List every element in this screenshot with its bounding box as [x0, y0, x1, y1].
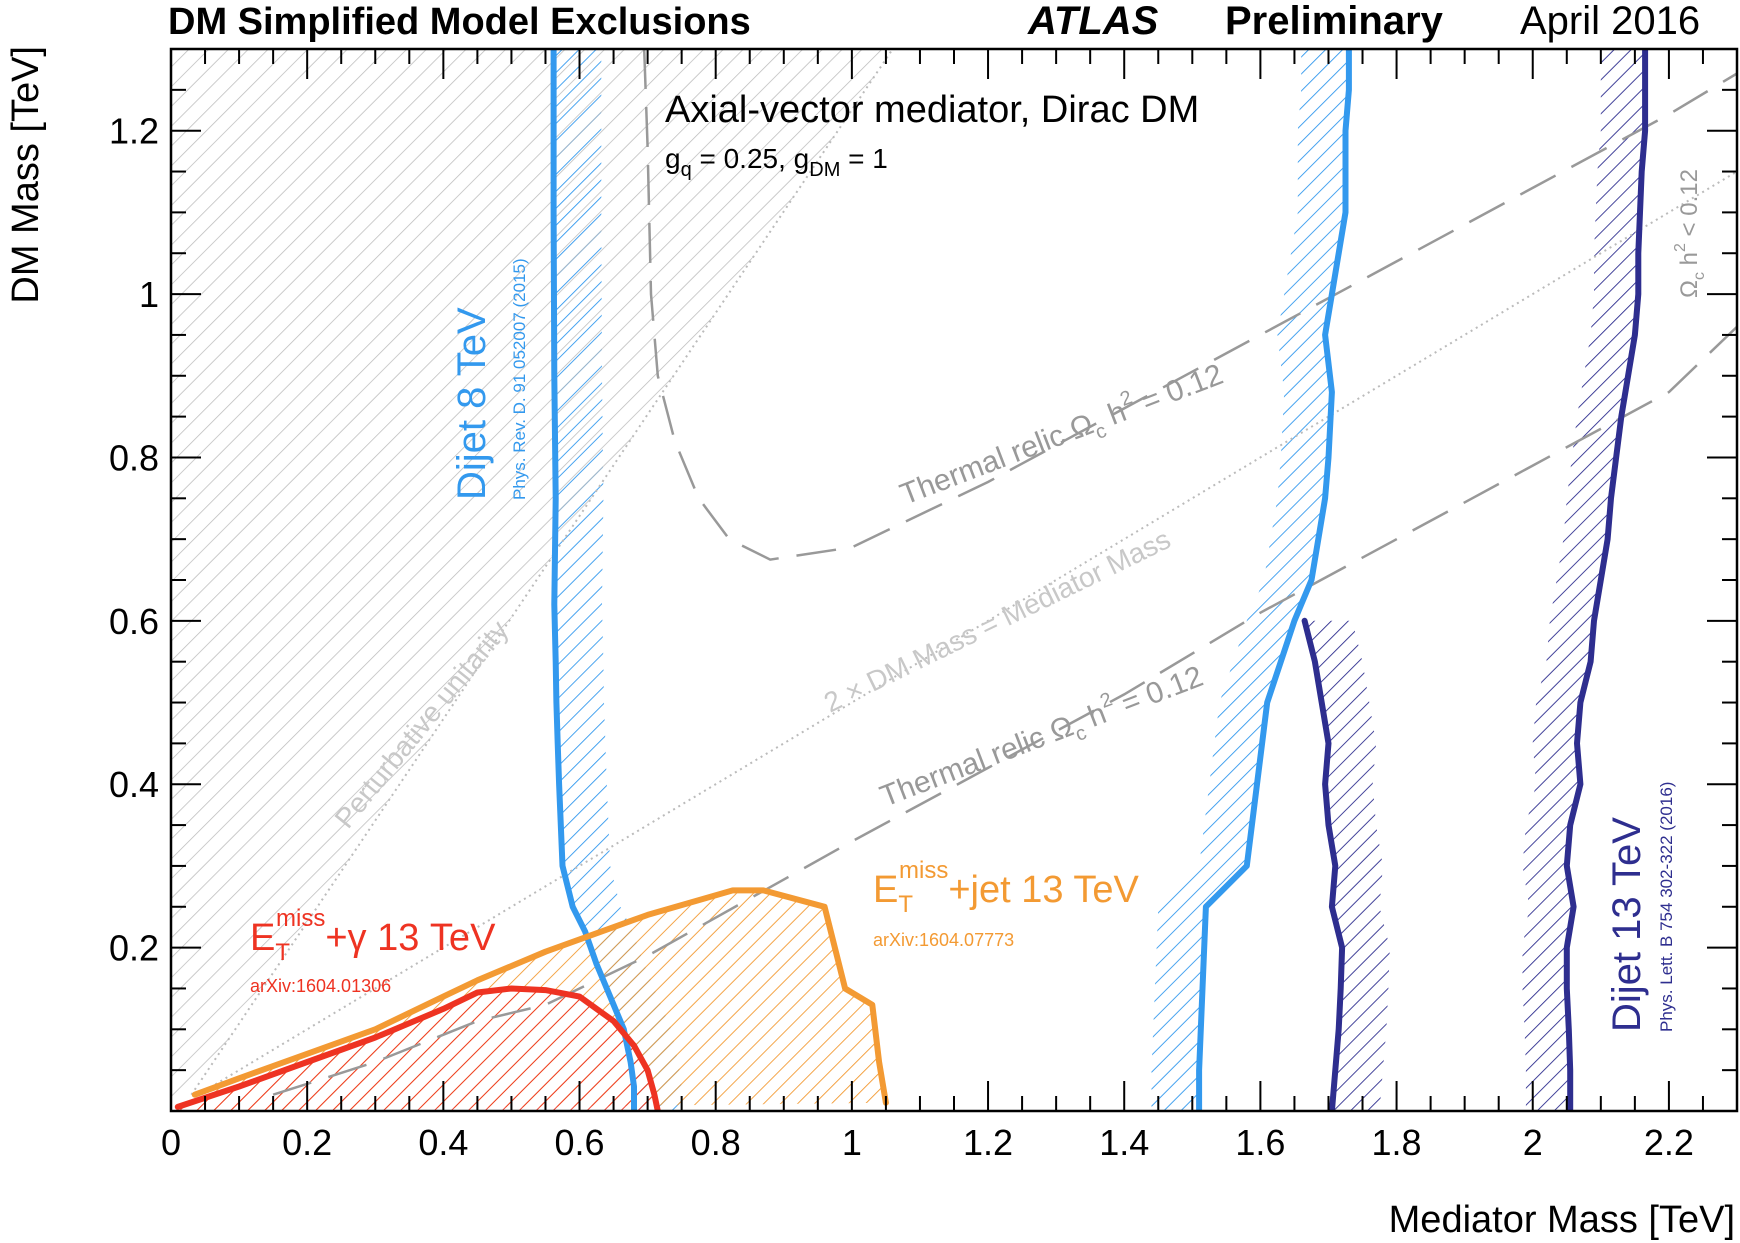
met-jet-reference: arXiv:1604.07773 [873, 930, 1014, 950]
met-gamma-label-e: E [250, 917, 275, 959]
met-gamma-exclusion-hatch [177, 988, 658, 1111]
couplings-text: gq = 0.25, gDM = 1 [665, 143, 888, 181]
dijet13-reference: Phys. Lett. B 754 302-322 (2016) [1657, 782, 1676, 1032]
x-tick-label: 1.8 [1372, 1122, 1422, 1163]
x-tick-label: 2.2 [1644, 1122, 1694, 1163]
reference-line-2 [642, 49, 1737, 561]
x-axis-title: Mediator Mass [TeV] [1389, 1199, 1735, 1241]
reference-line-3 [272, 325, 1737, 1096]
thermal-relic-lower-label-value: = 0.12 [1109, 660, 1207, 724]
met-jet-label-e: E [873, 869, 898, 911]
x-tick-label: 0.4 [418, 1122, 468, 1163]
met-jet-curve [191, 887, 889, 1106]
x-tick-label: 0 [161, 1122, 181, 1163]
met-jet-label: ETmiss+jet 13 TeV [873, 857, 1140, 918]
met-gamma-label-sup: miss [276, 905, 325, 932]
x-tick-label: 1.6 [1235, 1122, 1285, 1163]
dijet13-lowmass-curve [1301, 617, 1346, 1111]
thermal-relic-side-label-h: h [1676, 252, 1703, 272]
met-gamma-reference: arXiv:1604.01306 [250, 976, 391, 996]
couplings-gdm-value: = 1 [840, 143, 887, 174]
thermal-relic-side-label-value: < 0.12 [1676, 169, 1703, 243]
experiment-label: ATLAS [1027, 0, 1159, 43]
thermal-relic-lower-label: Thermal relic Ωc h2 = 0.12 [874, 655, 1210, 819]
thermal-relic-side-label-sup: 2 [1672, 243, 1689, 252]
unitarity-excluded-region [171, 49, 893, 1111]
y-tick-label: 0.8 [109, 437, 159, 478]
x-tick-label: 2 [1523, 1122, 1543, 1163]
met-gamma-label-sub: T [275, 939, 290, 966]
plot-title: DM Simplified Model Exclusions [168, 1, 751, 43]
y-tick-label: 1 [139, 274, 159, 315]
axis-tick-labels: 0 0.2 0.4 0.6 0.8 1 1.2 1.4 1.6 1.8 2 2.2 0.2 0.4 0.6 0… [109, 111, 1694, 1163]
model-description: Axial-vector mediator, Dirac DM [665, 89, 1199, 131]
y-tick-label: 0.6 [109, 601, 159, 642]
x-tick-label: 1.4 [1099, 1122, 1149, 1163]
thermal-relic-lower-label-text: Thermal relic Ω [876, 710, 1078, 814]
met-jet-label-sup: miss [899, 857, 948, 884]
dijet13-exclusion-hatch [1522, 49, 1646, 1111]
x-tick-label: 1.2 [963, 1122, 1013, 1163]
dijet13-curve [1563, 49, 1649, 1111]
dijet8-highmass-curve [1196, 49, 1352, 1111]
y-tick-label: 1.2 [109, 111, 159, 152]
dijet8-reference: Phys. Rev. D. 91 052007 (2015) [510, 258, 529, 500]
date-label: April 2016 [1520, 0, 1700, 43]
dijet13-lowmass-exclusion-hatch [1304, 620, 1390, 1111]
x-tick-label: 0.6 [554, 1122, 604, 1163]
x-tick-label: 0.2 [282, 1122, 332, 1163]
thermal-relic-side-label-text: Ω [1676, 280, 1703, 298]
met-gamma-label: ETmiss+γ 13 TeV [250, 905, 496, 966]
thermal-relic-upper-label-value: = 0.12 [1129, 358, 1227, 422]
axis-ticks [170, 48, 1738, 1112]
x-tick-label: 1 [842, 1122, 862, 1163]
dijet13-label: Dijet 13 TeV [1605, 817, 1649, 1032]
y-axis-title: DM Mass [TeV] [5, 46, 47, 304]
couplings-g: g [665, 143, 681, 174]
met-jet-label-tail: +jet 13 TeV [948, 869, 1139, 911]
thermal-relic-side-label-sub: c [1691, 272, 1708, 280]
exclusion-regions [171, 49, 1646, 1111]
met-jet-label-sub: T [898, 891, 913, 918]
reference-lines [190, 49, 1737, 1096]
met-gamma-curve [174, 985, 661, 1111]
reference-line-0 [204, 170, 1737, 1092]
y-tick-label: 0.4 [109, 764, 159, 805]
couplings-q-sub: q [681, 159, 692, 181]
thermal-relic-side-label: Ωc h2 < 0.12 [1672, 169, 1708, 298]
met-gamma-label-tail: +γ 13 TeV [325, 917, 496, 959]
y-tick-label: 0.2 [109, 928, 159, 969]
exclusion-curves [174, 49, 1649, 1111]
thermal-relic-upper-label: Thermal relic Ωc h2 = 0.12 [894, 353, 1230, 517]
couplings-gq-value: = 0.25, g [692, 143, 810, 174]
status-label: Preliminary [1225, 0, 1444, 43]
thermal-relic-upper-label-text: Thermal relic Ω [896, 408, 1098, 512]
dijet8-label: Dijet 8 TeV [450, 307, 494, 500]
couplings-dm-sub: DM [809, 159, 840, 181]
x-tick-label: 0.8 [691, 1122, 741, 1163]
